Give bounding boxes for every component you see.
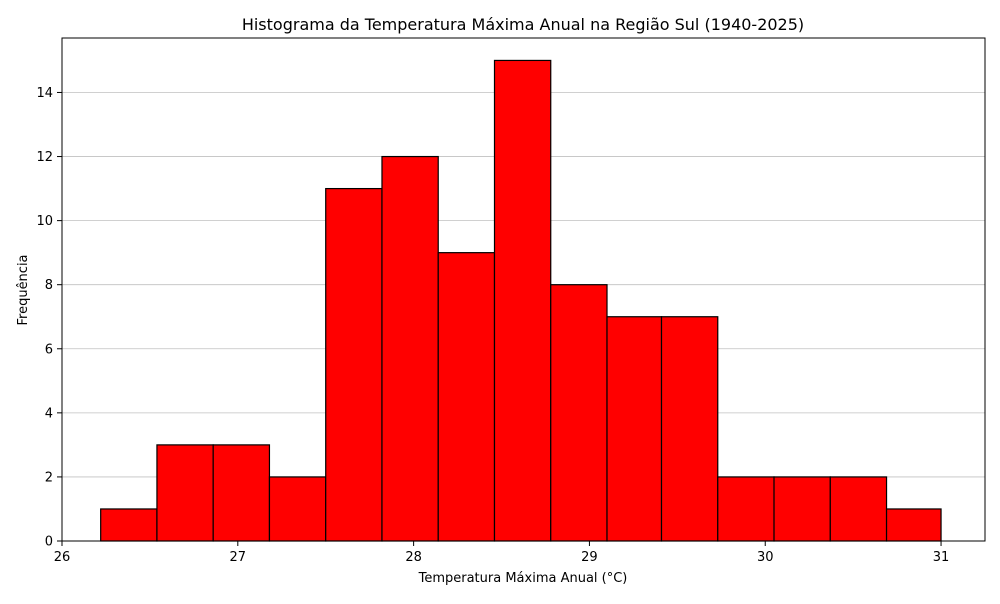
x-tick-label-0: 26 [54,550,71,565]
histogram-bar-2 [212,444,271,542]
y-tick-label-0: 0 [45,535,53,550]
x-tick-label-4: 30 [757,550,774,565]
histogram-bar-13 [829,476,888,542]
plot-area-frame [61,37,986,542]
histogram-bar-8 [550,284,608,542]
chart-title: Histograma da Temperatura Máxima Anual n… [242,15,804,34]
x-tick-label-1: 27 [230,550,247,565]
histogram-bars [100,59,942,542]
histogram-bar-3 [268,476,327,542]
histogram-bar-7 [493,59,552,542]
x-tick-label-2: 28 [405,550,422,565]
y-tick-label-3: 6 [45,342,53,357]
x-tick-label-5: 31 [933,550,950,565]
histogram-bar-5 [381,155,439,542]
histogram-bar-12 [773,476,831,542]
y-axis-label: Frequência [16,254,31,325]
histogram-bar-10 [660,316,719,542]
histogram-bar-1 [156,444,214,542]
x-axis-ticks: 26 27 28 29 30 31 [54,541,950,565]
y-tick-label-4: 8 [45,278,53,293]
histogram-bar-9 [606,316,663,542]
y-axis-ticks: 0 2 4 6 8 10 12 14 [36,86,62,550]
y-tick-label-2: 4 [45,406,53,421]
histogram-bar-0 [100,508,158,542]
x-axis-label: Temperatura Máxima Anual (°C) [418,571,628,586]
y-tick-label-5: 10 [36,214,53,229]
y-tick-label-7: 14 [36,86,53,101]
y-tick-label-6: 12 [36,150,53,165]
x-tick-label-3: 29 [581,550,598,565]
histogram-bar-11 [717,476,775,542]
histogram-bar-14 [885,508,942,542]
y-tick-label-1: 2 [45,470,53,485]
histogram-bar-4 [325,187,383,542]
histogram-bar-6 [437,252,496,542]
